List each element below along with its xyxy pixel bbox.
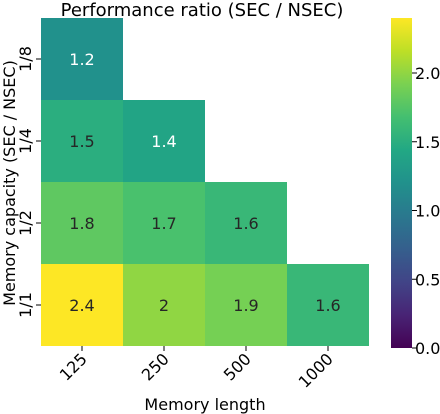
heatmap-cell: [41, 182, 123, 264]
y-tick-label: 1/4: [16, 128, 35, 154]
cell-value-label: 1.9: [233, 296, 258, 315]
heatmap-cell: [123, 100, 205, 182]
x-tick-label: 250: [138, 349, 173, 384]
heatmap-cell: [205, 264, 287, 346]
heatmap-cell: [123, 264, 205, 346]
y-tick-label: 1/1: [16, 292, 35, 318]
cell-value-label: 1.6: [233, 214, 258, 233]
y-axis-ticks: 1/8 1/4 1/2 1/1: [16, 46, 41, 318]
colorbar-tick-label: 1.5: [415, 133, 440, 152]
cell-value-label: 1.7: [151, 214, 176, 233]
colorbar-tick-label: 1.0: [415, 202, 440, 221]
cell-value-label: 2.4: [69, 296, 94, 315]
heatmap-cell: [287, 264, 369, 346]
heatmap-cell: [123, 182, 205, 264]
chart-title: Performance ratio (SEC / NSEC): [61, 0, 344, 21]
heatmap-cell: [41, 100, 123, 182]
colorbar-tick-label: 2.0: [415, 64, 440, 83]
y-axis-label: Memory capacity (SEC / NSEC): [0, 60, 19, 306]
cell-value-label: 1.2: [69, 50, 94, 69]
x-tick-label: 1000: [295, 349, 337, 391]
colorbar-ticks: 0.0 0.5 1.0 1.5 2.0: [412, 64, 440, 358]
heatmap-cell: [41, 264, 123, 346]
colorbar: [391, 18, 412, 348]
colorbar-tick-label: 0.0: [415, 339, 440, 358]
cell-value-label: 1.4: [151, 132, 176, 151]
cell-value-label: 2: [159, 296, 169, 315]
x-axis-ticks: 125 250 500 1000: [56, 346, 337, 392]
cell-value-label: 1.6: [315, 296, 340, 315]
cell-value-label: 1.8: [69, 214, 94, 233]
colorbar-tick-label: 0.5: [415, 270, 440, 289]
heatmap-cell: [205, 182, 287, 264]
y-tick-label: 1/2: [16, 210, 35, 236]
x-axis-label: Memory length: [144, 395, 265, 414]
x-tick-label: 125: [56, 349, 91, 384]
y-tick-label: 1/8: [16, 46, 35, 72]
heatmap-value-labels: 1.2 1.5 1.4 1.8 1.7 1.6 2.4 2 1.9 1.6: [69, 50, 340, 315]
heatmap-cell: [41, 18, 123, 100]
cell-value-label: 1.5: [69, 132, 94, 151]
heatmap-cells: [41, 18, 369, 346]
x-tick-label: 500: [220, 349, 255, 384]
